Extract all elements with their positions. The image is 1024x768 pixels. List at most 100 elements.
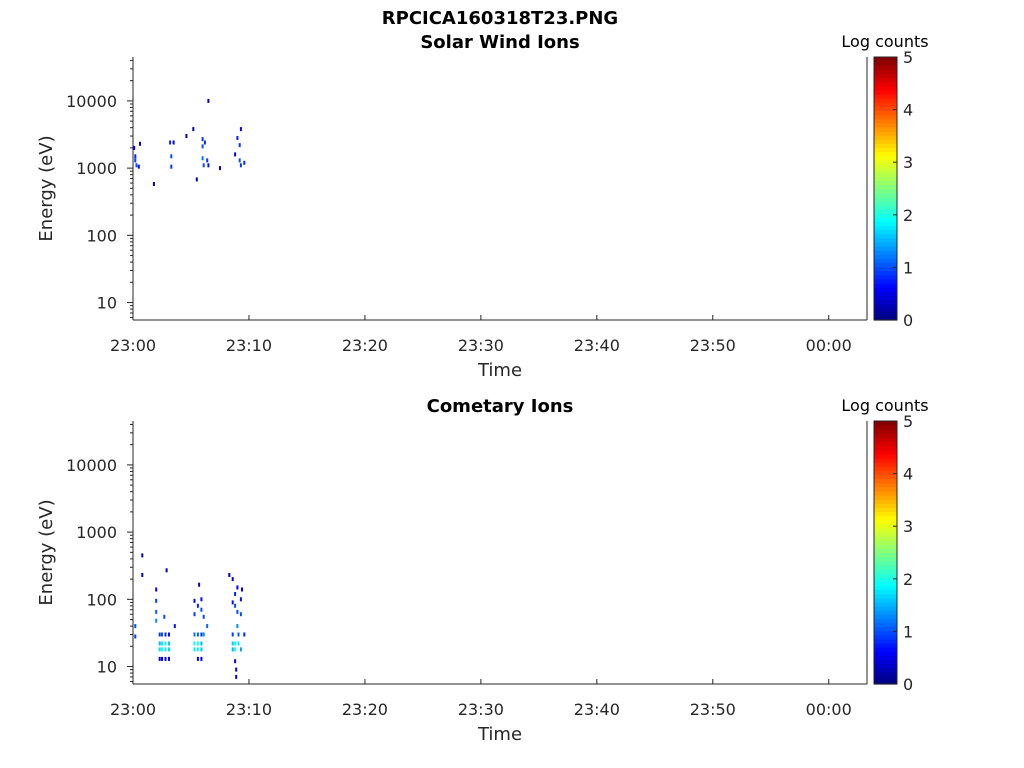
colorbar-segment (874, 564, 897, 570)
heatmap-cell (201, 156, 204, 161)
heatmap-cell (163, 614, 166, 619)
panel-title: Solar Wind Ions (420, 32, 579, 53)
colorbar-segment (874, 478, 897, 484)
colorbar-segment (874, 184, 897, 190)
colorbar-segment (874, 126, 897, 132)
colorbar-segment (874, 278, 897, 284)
colorbar-segment (874, 585, 897, 591)
colorbar-segment (874, 626, 897, 632)
x-tick-label: 23:50 (690, 336, 736, 355)
heatmap-cell (168, 656, 170, 661)
heatmap-cell (219, 166, 221, 171)
colorbar-segment (874, 638, 897, 644)
heatmap-cell (196, 641, 199, 646)
colorbar-segment (874, 61, 897, 66)
colorbar-frame (873, 420, 898, 685)
colorbar-segment (874, 466, 897, 471)
colorbar-segment (874, 581, 897, 586)
colorbar-segment (874, 597, 897, 603)
colorbar-segment (874, 499, 897, 504)
heatmap-cell (193, 598, 196, 603)
heatmap-cell (237, 632, 240, 637)
colorbar-tick-label: 2 (903, 570, 913, 589)
colorbar-segment (874, 605, 897, 611)
heatmap-cell (239, 127, 242, 132)
colorbar-label: Log counts (841, 32, 928, 51)
colorbar-segment (874, 254, 897, 259)
heatmap-cell (155, 598, 158, 603)
heatmap-cell (198, 582, 201, 587)
colorbar-segment (874, 457, 897, 463)
heatmap-cell (161, 641, 163, 646)
x-tick-label: 23:30 (458, 700, 504, 719)
y-tick-label: 1000 (76, 159, 117, 178)
colorbar-segment (874, 449, 897, 455)
colorbar-tick-label: 3 (903, 153, 913, 172)
heatmap-cell (137, 164, 140, 169)
y-tick-label: 100 (86, 226, 117, 245)
colorbar-segment (874, 200, 897, 206)
heatmap-cell (236, 136, 239, 140)
heatmap-cell (234, 659, 237, 664)
colorbar-segment (874, 614, 897, 619)
colorbar-segment (874, 130, 897, 136)
colorbar-segment (874, 81, 897, 87)
heatmap-cell (196, 632, 199, 637)
colorbar-segment (874, 98, 897, 103)
heatmap-cell (192, 127, 195, 132)
colorbar-segment (874, 507, 897, 513)
x-tick-label: 23:00 (110, 336, 156, 355)
colorbar-segment (874, 151, 897, 157)
colorbar-segment (874, 429, 897, 434)
colorbar-segment (874, 110, 897, 116)
heatmap-cell (195, 177, 198, 182)
heatmap-cell (161, 632, 163, 637)
colorbar-segment (874, 482, 897, 488)
colorbar-segment (874, 593, 897, 599)
heatmap-cell (134, 624, 137, 629)
plot-area (133, 421, 867, 684)
heatmap-cell (231, 600, 234, 605)
colorbar-segment (874, 622, 897, 628)
heatmap-cell (158, 656, 161, 661)
colorbar-segment (874, 77, 897, 83)
colorbar-segment (874, 470, 897, 476)
heatmap-cell (239, 597, 242, 602)
colorbar-segment (874, 519, 897, 525)
colorbar-segment (874, 531, 897, 537)
heatmap-cell (236, 609, 239, 614)
colorbar-segment (874, 552, 897, 558)
colorbar-segment (874, 651, 897, 656)
colorbar-segment (874, 634, 897, 640)
colorbar-segment (874, 515, 897, 521)
colorbar-segment (874, 642, 897, 648)
heatmap-cell (152, 182, 155, 186)
heatmap-cell (134, 158, 137, 163)
heatmap-cell (239, 163, 242, 168)
y-tick-label: 10 (97, 294, 117, 313)
heatmap-cell (168, 632, 170, 637)
colorbar-segment (874, 295, 897, 301)
heatmap-cell (165, 568, 168, 573)
colorbar-segment (874, 287, 897, 292)
colorbar-segment (874, 511, 897, 517)
y-tick-label: 100 (86, 590, 117, 609)
plot-area (133, 57, 867, 320)
panel-1: 23:00 23:10 23:20 23:30 23:40 23:50 00:0010100… (36, 32, 929, 381)
colorbar-segment (874, 671, 897, 677)
heatmap-cell (155, 609, 158, 614)
y-tick-label: 1000 (76, 523, 117, 542)
colorbar-segment (874, 560, 897, 566)
heatmap-cell (206, 158, 209, 163)
colorbar-segment (874, 536, 897, 541)
colorbar-segment (874, 540, 897, 545)
heatmap-cell (168, 647, 170, 652)
x-tick-label: 23:40 (574, 700, 620, 719)
heatmap-cell (193, 647, 196, 652)
colorbar-segment (874, 118, 897, 124)
colorbar-segment (874, 425, 897, 430)
colorbar-label: Log counts (841, 396, 928, 415)
colorbar-segment (874, 445, 897, 451)
colorbar-segment (874, 69, 897, 75)
